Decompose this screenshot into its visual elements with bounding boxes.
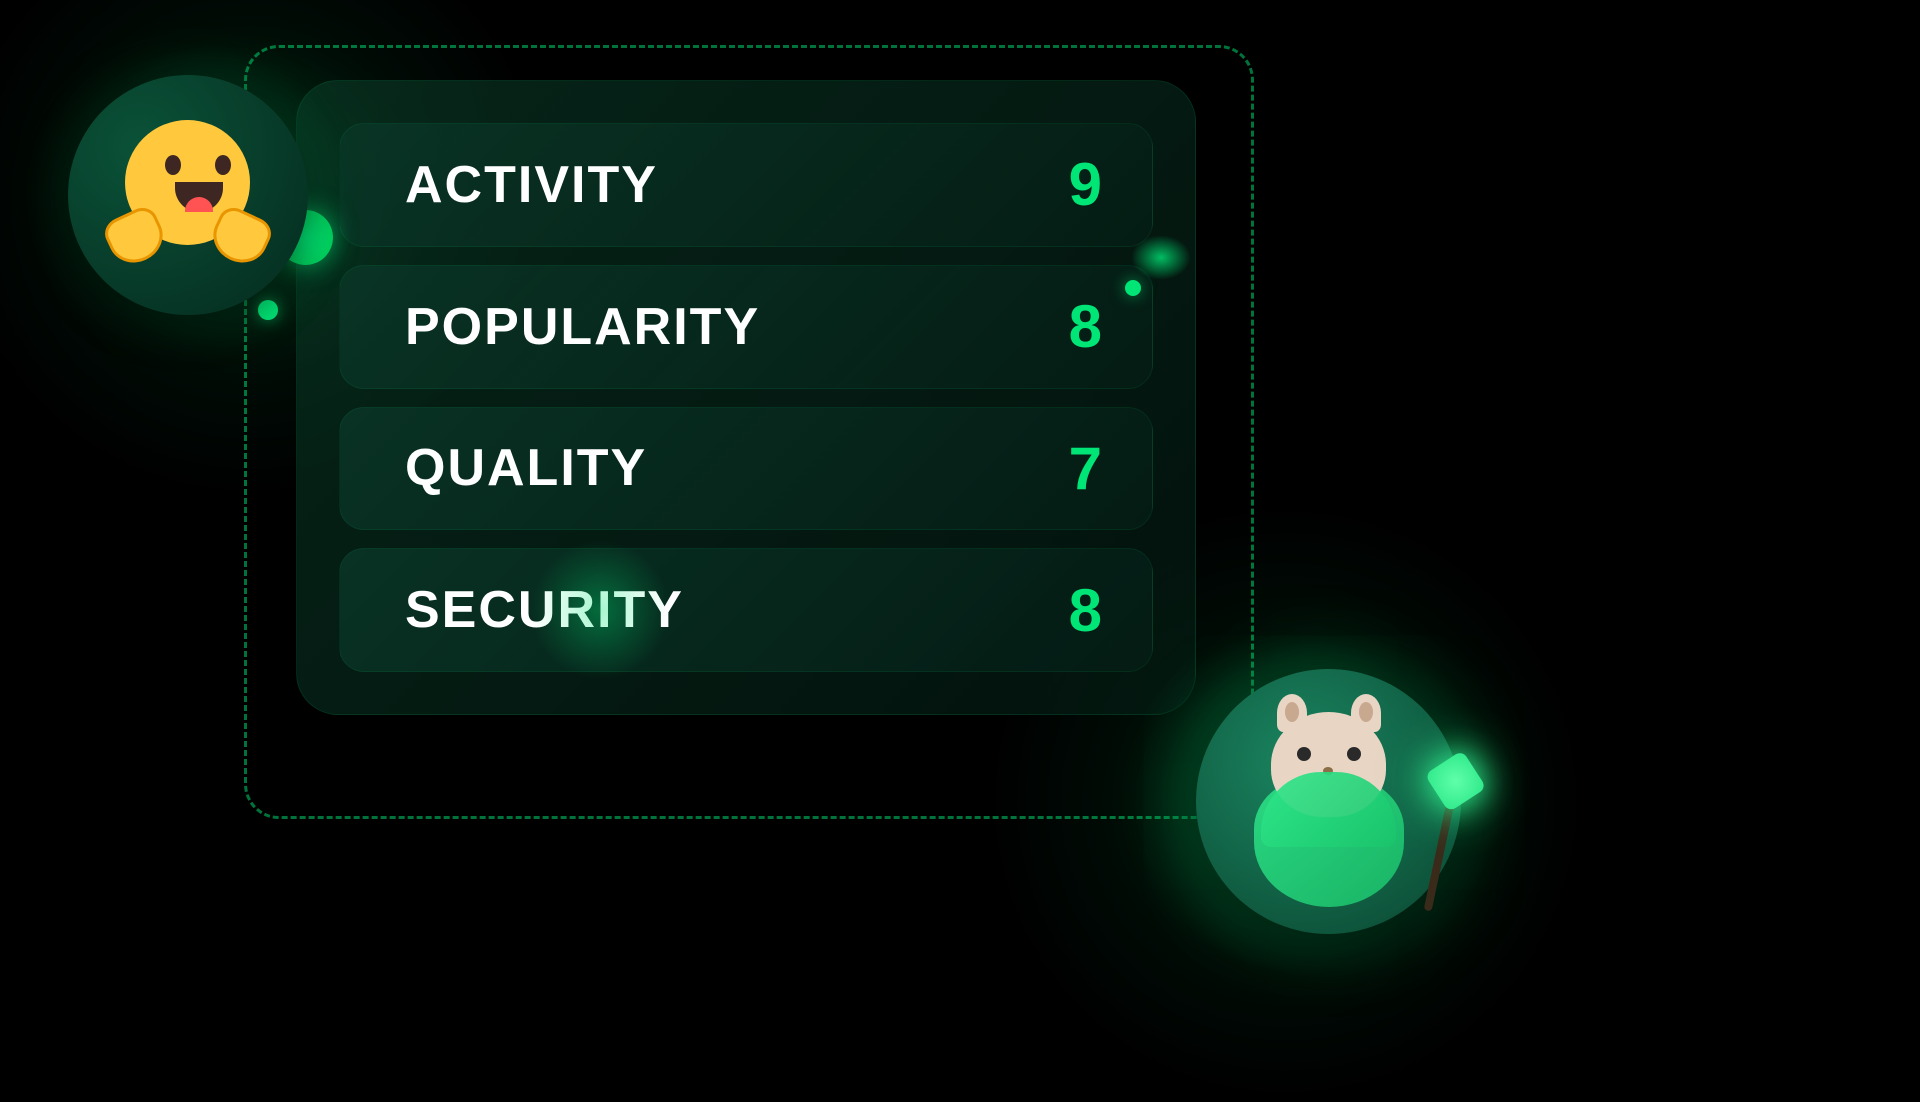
avatar-bottom-right [1196,669,1461,934]
score-row-activity: ACTIVITY 9 [339,123,1153,247]
wizard-mascot-icon [1239,702,1419,902]
score-value: 7 [1069,434,1102,503]
avatar-top-left [68,75,308,315]
score-row-popularity: POPULARITY 8 [339,265,1153,389]
score-label: QUALITY [405,438,647,498]
dot-decoration [1125,280,1141,296]
hugging-face-icon [113,120,263,270]
scorecard-panel: ACTIVITY 9 POPULARITY 8 QUALITY 7 SECURI… [296,80,1196,715]
score-label: SECURITY [405,580,684,640]
dot-decoration [258,300,278,320]
score-label: POPULARITY [405,297,760,357]
score-value: 8 [1069,292,1102,361]
score-label: ACTIVITY [405,155,658,215]
score-value: 9 [1069,150,1102,219]
score-row-quality: QUALITY 7 [339,407,1153,531]
score-row-security: SECURITY 8 [339,548,1153,672]
score-value: 8 [1069,576,1102,645]
